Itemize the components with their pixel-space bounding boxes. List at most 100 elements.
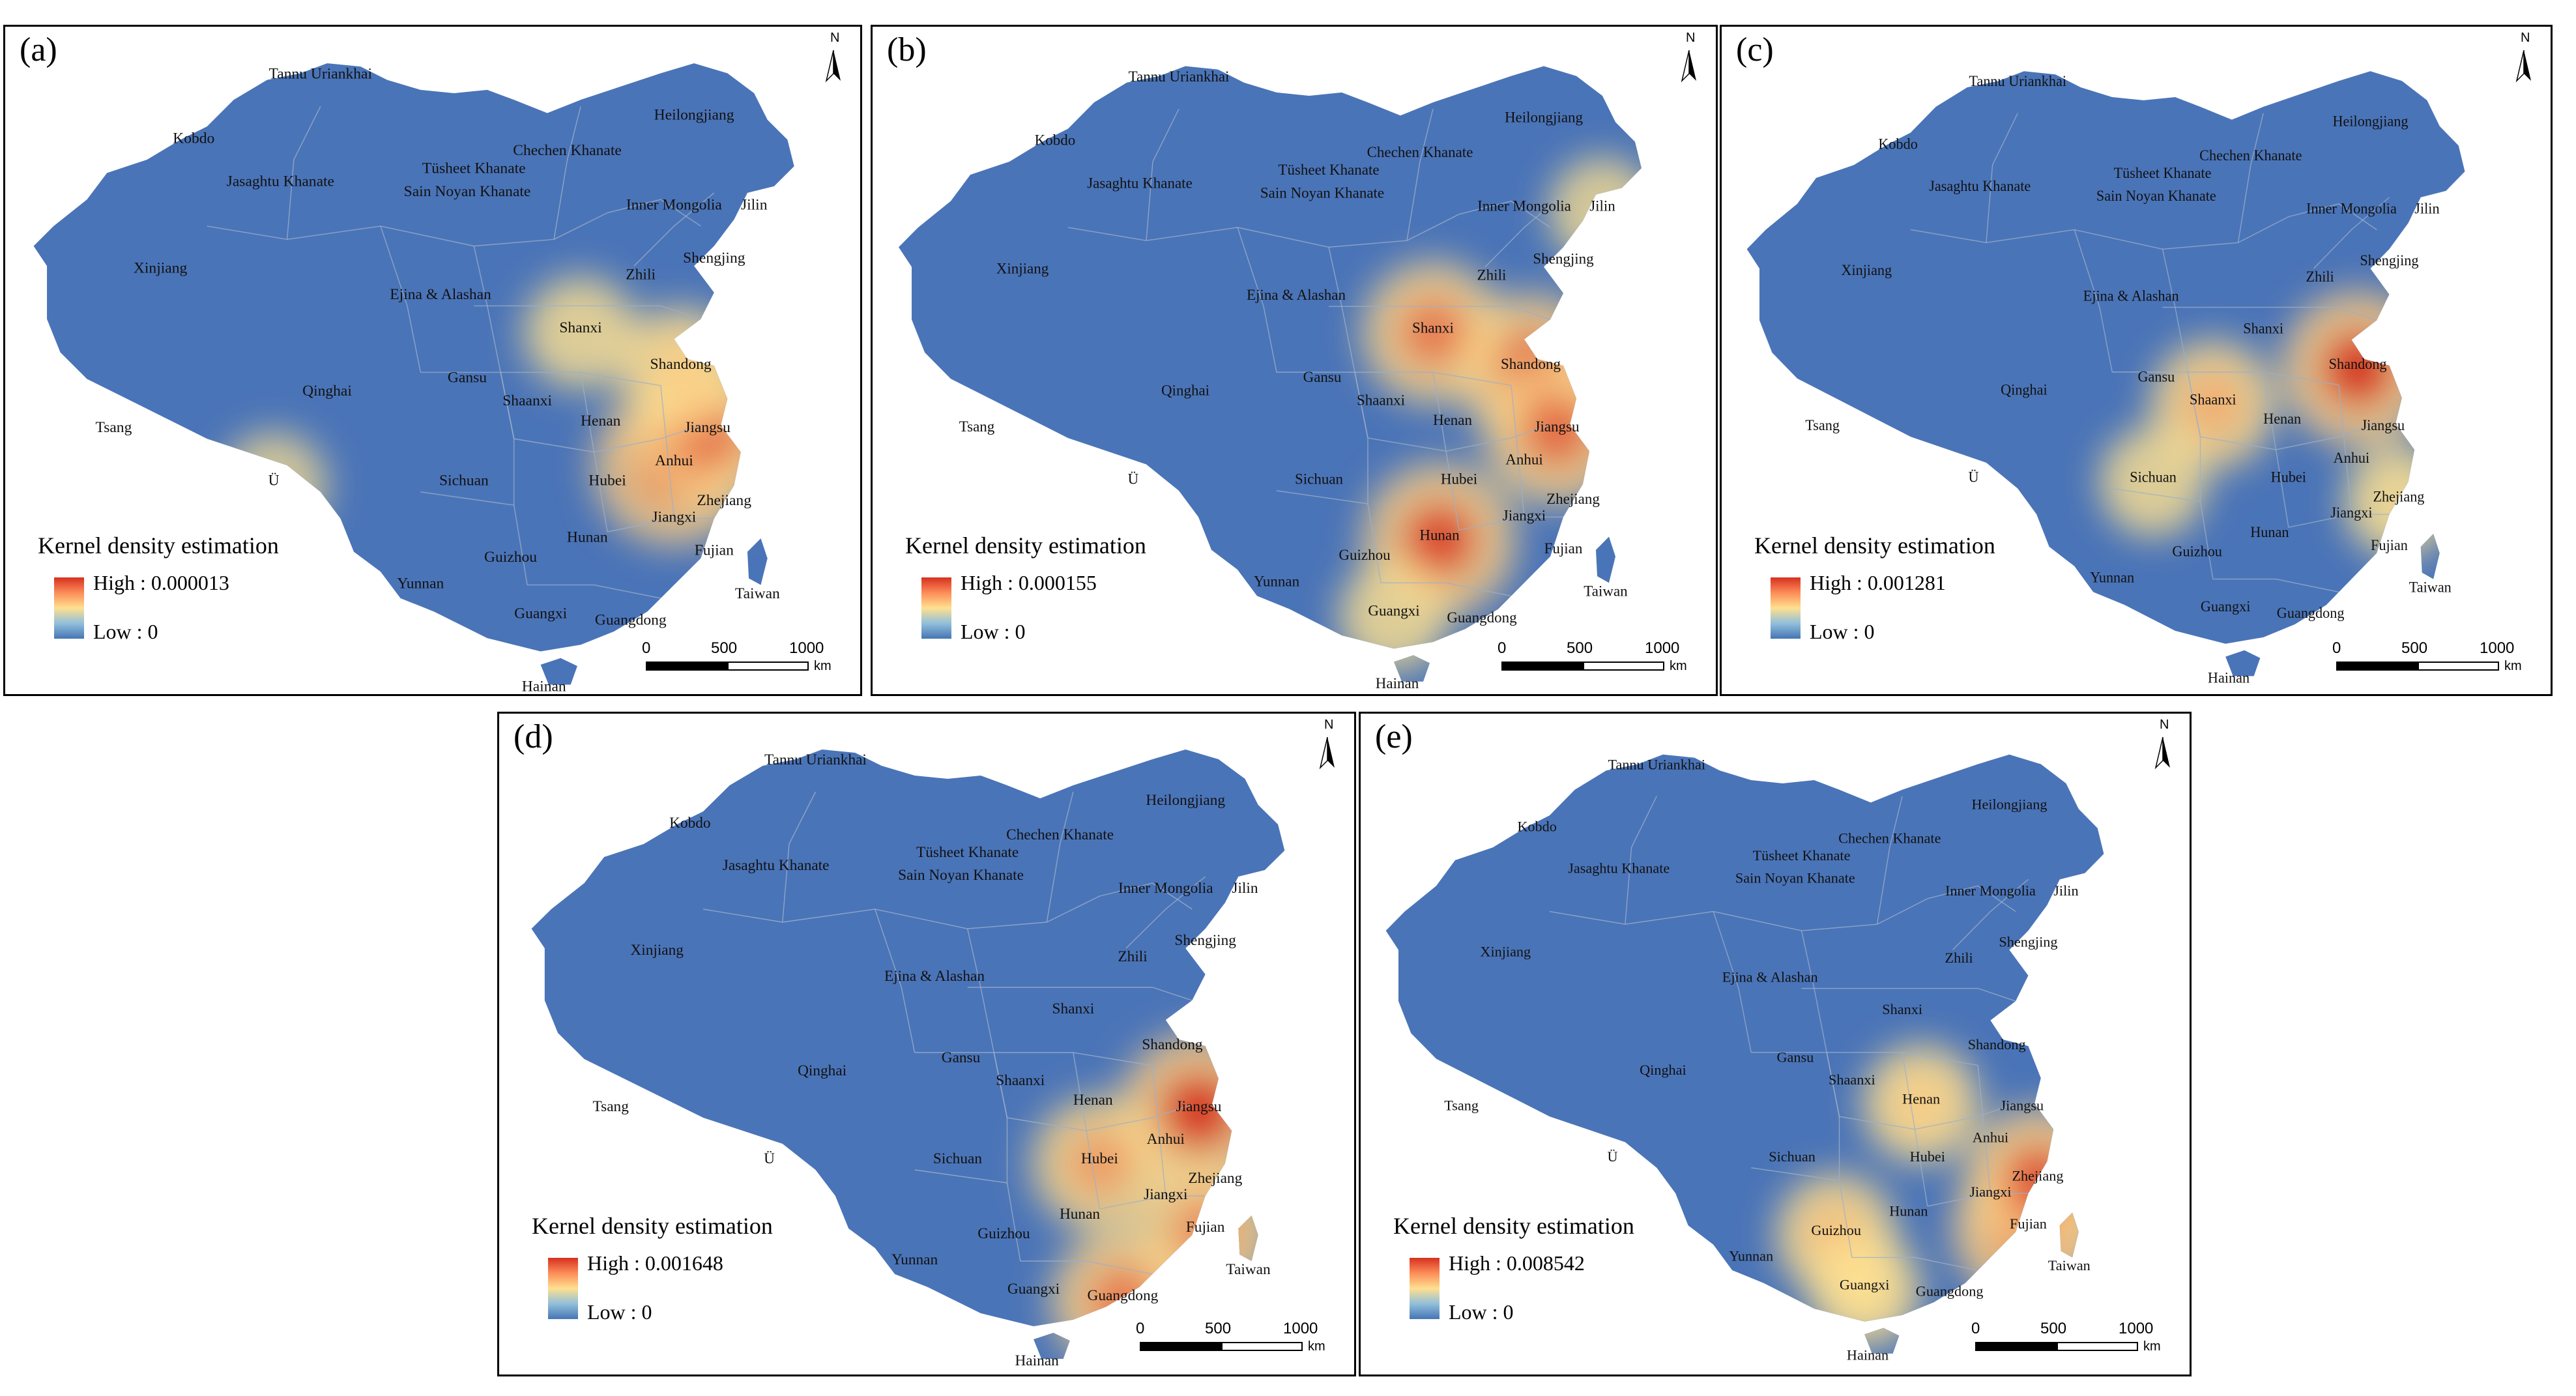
province-border — [581, 305, 701, 320]
place-label-kobdo: Kobdo — [1035, 132, 1076, 149]
province-border — [2237, 113, 2264, 243]
province-border — [2074, 229, 2113, 372]
scale-bar-graphic — [1501, 662, 1664, 671]
legend-title: Kernel density estimation — [38, 532, 279, 559]
province-border — [2212, 578, 2339, 593]
place-label-inner-mongolia: Inner Mongolia — [2306, 200, 2397, 216]
place-label-taiwan: Taiwan — [2409, 579, 2452, 595]
place-label-u: Ü — [268, 473, 280, 489]
place-label-gansu: Gansu — [1303, 368, 1342, 385]
place-label-shaanxi: Shaanxi — [1357, 391, 1405, 408]
place-label-sichuan: Sichuan — [933, 1150, 982, 1167]
scale-unit: km — [1308, 1339, 1325, 1354]
place-label-tusheet: Tüsheet Khanate — [422, 160, 526, 177]
place-label-tusheet: Tüsheet Khanate — [1753, 847, 1851, 864]
map-panel-a: Tannu Uriankhai Kobdo Heilongjiang Chechen … — [3, 25, 862, 696]
province-border — [1977, 1065, 1991, 1194]
place-label-shandong: Shandong — [1501, 355, 1561, 372]
place-label-heilongjiang: Heilongjiang — [1971, 796, 2047, 812]
province-border — [500, 372, 528, 585]
place-label-sichuan: Sichuan — [2130, 469, 2177, 485]
legend-title: Kernel density estimation — [1393, 1213, 1634, 1239]
hainan-shape — [1034, 1333, 1070, 1359]
province-border — [1851, 1257, 1978, 1271]
place-label-shandong: Shandong — [1968, 1036, 2026, 1053]
place-label-jiangsu: Jiangsu — [2000, 1097, 2044, 1113]
place-label-anhui: Anhui — [1505, 450, 1542, 467]
legend-high-label: High : 0.000155 — [961, 571, 1097, 594]
province-border — [1151, 1065, 1166, 1197]
legend-color-ramp — [1771, 577, 1801, 639]
place-label-chechen: Chechen Khanate — [1838, 830, 1941, 846]
place-label-fujian: Fujian — [1544, 540, 1583, 557]
province-border — [2263, 371, 2289, 528]
scale-unit: km — [2143, 1339, 2161, 1354]
province-border — [1381, 582, 1512, 597]
place-label-u: Ü — [1969, 469, 1979, 485]
place-label-jiangxi: Jiangxi — [1969, 1184, 2011, 1200]
place-label-jasaghtu: Jasaghtu Khanate — [1087, 174, 1193, 191]
legend-high-label: High : 0.000013 — [93, 571, 229, 594]
place-label-zhejiang: Zhejiang — [2012, 1167, 2063, 1184]
place-label-tannu: Tannu Uriankhai — [1608, 756, 1705, 772]
place-label-zhejiang: Zhejiang — [1188, 1170, 1242, 1187]
place-label-shengjing: Shengjing — [1174, 932, 1236, 949]
place-label-sain: Sain Noyan Khanate — [404, 183, 531, 200]
place-label-tannu: Tannu Uriankhai — [269, 66, 373, 83]
place-label-heilongjiang: Heilongjiang — [1146, 792, 1225, 809]
place-label-sain: Sain Noyan Khanate — [1260, 184, 1384, 201]
place-label-jasaghtu: Jasaghtu Khanate — [1929, 178, 2031, 194]
density-hotspot — [2128, 456, 2178, 508]
province-border — [553, 199, 701, 240]
map-panel-c: Tannu Uriankhai Kobdo Heilongjiang Chechen … — [1720, 25, 2553, 696]
hainan-shape — [540, 658, 577, 685]
place-label-u: Ü — [1128, 471, 1139, 487]
place-label-ejina: Ejina & Alashan — [390, 286, 491, 303]
place-label-jiangxi: Jiangxi — [1144, 1186, 1187, 1203]
place-label-henan: Henan — [1073, 1092, 1113, 1109]
province-border — [1146, 108, 1179, 241]
place-label-hainan: Hainan — [1847, 1347, 1889, 1363]
place-label-heilongjiang: Heilongjiang — [654, 107, 734, 124]
place-label-hunan: Hunan — [1060, 1206, 1101, 1223]
province-border — [1952, 879, 2029, 951]
province-border — [420, 491, 514, 506]
province-border — [914, 1169, 1007, 1184]
province-border — [1125, 876, 1206, 949]
legend-low-label: Low : 0 — [961, 620, 1026, 643]
place-label-sichuan: Sichuan — [1295, 471, 1344, 487]
scale-bar-graphic — [2336, 662, 2499, 671]
place-label-tusheet: Tüsheet Khanate — [916, 844, 1019, 861]
legend-low-label: Low : 0 — [1449, 1300, 1514, 1324]
map-panel-b: Tannu Uriankhai Kobdo Heilongjiang Chechen … — [871, 25, 1718, 696]
place-label-chechen: Chechen Khanate — [513, 142, 622, 159]
legend-low-label: Low : 0 — [587, 1300, 652, 1324]
province-border — [1367, 424, 1551, 452]
place-label-zhili: Zhili — [2306, 269, 2334, 285]
taiwan-shape — [1596, 536, 1615, 583]
place-label-shaanxi: Shaanxi — [2190, 391, 2236, 407]
place-label-zhili: Zhili — [1945, 950, 1973, 966]
place-label-hainan: Hainan — [522, 678, 566, 695]
scale-tick-500: 500 — [2401, 639, 2428, 657]
place-label-zhejiang: Zhejiang — [1546, 490, 1600, 507]
density-hotspot — [1893, 1075, 1949, 1132]
place-label-tusheet: Tüsheet Khanate — [1278, 161, 1379, 178]
place-label-anhui: Anhui — [1973, 1129, 2009, 1145]
place-label-taiwan: Taiwan — [2048, 1257, 2091, 1273]
place-label-guizhou: Guizhou — [484, 549, 537, 566]
scale-bar: 0 500 1000 km — [1971, 1320, 2161, 1365]
place-label-jasaghtu: Jasaghtu Khanate — [723, 857, 830, 874]
place-label-shengjing: Shengjing — [1533, 250, 1594, 267]
scale-unit: km — [2504, 659, 2522, 673]
place-label-shandong: Shandong — [2329, 356, 2387, 372]
density-hotspot — [1838, 1262, 1892, 1317]
place-label-shandong: Shandong — [1142, 1036, 1203, 1053]
scale-unit: km — [814, 659, 832, 673]
place-label-xinjiang: Xinjiang — [134, 259, 188, 276]
place-label-sain: Sain Noyan Khanate — [2096, 188, 2216, 204]
place-label-tsang: Tsang — [95, 419, 132, 436]
map-svg: Tannu Uriankhai Kobdo Heilongjiang Chechen … — [899, 66, 1642, 691]
place-label-zhili: Zhili — [1477, 267, 1507, 284]
place-label-hubei: Hubei — [1441, 471, 1477, 487]
